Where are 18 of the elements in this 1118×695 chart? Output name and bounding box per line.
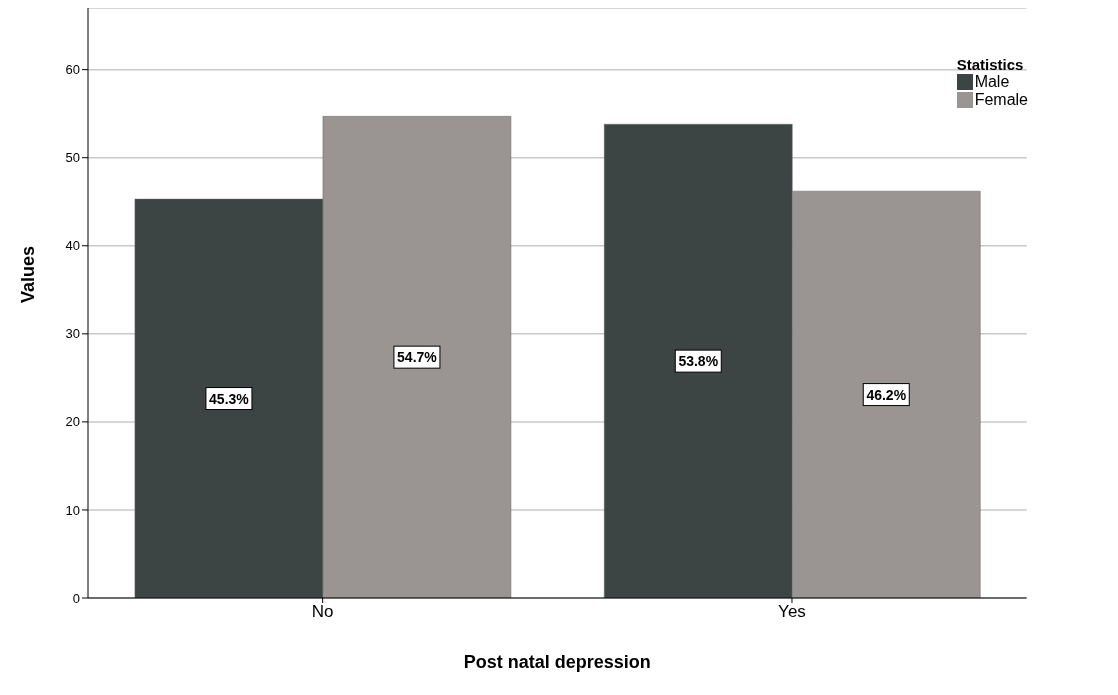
legend-title: Statistics [956,56,1025,73]
x-tick-label: No [311,602,334,622]
y-tick-label: 10 [65,502,80,518]
y-tick-label: 20 [65,414,80,430]
y-axis-title: Values [18,245,39,303]
y-tick-label: 0 [72,590,80,606]
x-tick-label: Yes [778,602,806,622]
data-label: 54.7% [397,349,438,366]
data-label: 45.3% [209,390,250,407]
legend-label: Male [974,73,1010,91]
y-tick-label: 40 [65,238,80,254]
y-tick-label: 30 [65,326,80,342]
x-axis-title: Post natal depression [463,652,651,672]
data-label: 46.2% [866,386,907,403]
y-tick-label: 60 [65,62,80,78]
y-tick-label: 50 [65,150,80,166]
legend-label: Female [974,91,1028,109]
data-label: 53.8% [678,353,719,370]
